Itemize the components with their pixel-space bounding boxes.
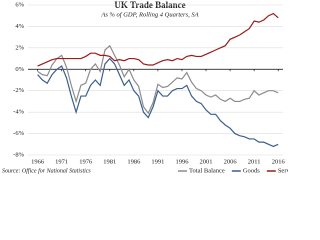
x-tick-label: 1981 (103, 158, 116, 165)
y-tick-label: 2% (15, 44, 24, 51)
y-tick-label: -6% (13, 130, 24, 137)
x-tick-label: 1976 (79, 158, 93, 165)
source: Source: Office for National Statistics (2, 167, 91, 174)
x-tick-label: 2011 (248, 158, 261, 165)
x-tick-label: 1996 (175, 158, 189, 165)
y-tick-label: 6% (15, 1, 24, 8)
y-tick-label: -2% (13, 87, 24, 94)
series-line (37, 57, 279, 148)
x-tick-label: 2006 (224, 158, 238, 165)
x-tick-label: 1966 (31, 158, 45, 165)
x-tick-label: 2016 (272, 158, 286, 165)
y-tick-label: -8% (13, 151, 24, 158)
x-tick-label: 1991 (151, 158, 164, 165)
x-tick-label: 1971 (55, 158, 68, 165)
legend-label: Goods (243, 167, 260, 174)
y-tick-label: 4% (15, 23, 24, 30)
legend-label: Services (278, 167, 288, 174)
series-line (37, 44, 279, 115)
legend-label: Total Balance (189, 167, 225, 174)
chart-subtitle: As % of GDP, Rolling 4 Quarters, SA (100, 11, 198, 18)
x-tick-label: 1986 (127, 158, 141, 165)
y-tick-label: -4% (13, 109, 24, 116)
y-tick-label: 0% (15, 66, 24, 73)
chart: UK Trade Balance As % of GDP, Rolling 4 … (2, 0, 288, 174)
x-tick-label: 2001 (200, 158, 213, 165)
series-line (37, 12, 279, 67)
